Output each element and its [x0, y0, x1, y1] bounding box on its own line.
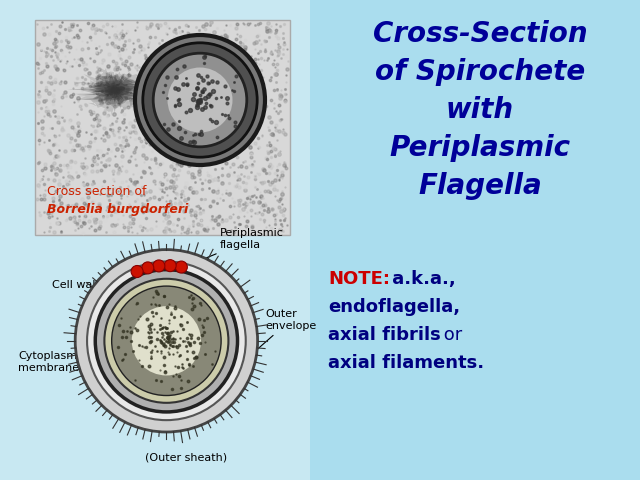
Polygon shape — [88, 74, 145, 105]
Polygon shape — [83, 72, 147, 105]
Text: endoflagella,: endoflagella, — [328, 298, 460, 316]
Text: Periplasmic: Periplasmic — [389, 134, 571, 162]
Text: Outer
envelope: Outer envelope — [258, 309, 316, 349]
Circle shape — [95, 270, 237, 412]
Text: Periplasmic
flagella: Periplasmic flagella — [189, 228, 284, 265]
Text: (Outer sheath): (Outer sheath) — [145, 452, 227, 462]
Circle shape — [153, 53, 247, 147]
Text: NOTE:: NOTE: — [328, 270, 390, 288]
Polygon shape — [86, 78, 141, 103]
Text: Cross section of: Cross section of — [47, 185, 147, 198]
Circle shape — [132, 306, 201, 375]
Polygon shape — [108, 86, 122, 94]
Circle shape — [76, 250, 258, 432]
Circle shape — [142, 262, 154, 274]
Bar — [0, 0, 310, 480]
Circle shape — [135, 35, 265, 165]
Circle shape — [112, 286, 221, 396]
Circle shape — [175, 261, 188, 273]
Text: of Spirochete: of Spirochete — [375, 58, 585, 86]
Circle shape — [143, 43, 257, 157]
Circle shape — [164, 260, 176, 272]
Text: a.k.a.,: a.k.a., — [386, 270, 456, 288]
Text: axial filaments.: axial filaments. — [328, 354, 484, 372]
Circle shape — [168, 68, 232, 132]
Text: axial fibrils: axial fibrils — [328, 326, 441, 344]
Circle shape — [87, 262, 246, 420]
Polygon shape — [104, 84, 127, 96]
Text: Cross-Section: Cross-Section — [372, 20, 588, 48]
Text: with: with — [446, 96, 514, 124]
Text: Cell wall: Cell wall — [52, 280, 108, 290]
Circle shape — [104, 279, 228, 403]
Circle shape — [131, 265, 143, 277]
Text: Flagella: Flagella — [418, 172, 542, 200]
Text: Borrelia burgdorferi: Borrelia burgdorferi — [47, 203, 188, 216]
Polygon shape — [93, 81, 133, 98]
Text: or: or — [438, 326, 462, 344]
Bar — [35, 20, 290, 235]
Polygon shape — [74, 68, 174, 116]
Polygon shape — [67, 71, 151, 113]
Text: Cytoplasmic
membrane: Cytoplasmic membrane — [18, 349, 100, 373]
Circle shape — [153, 260, 165, 272]
